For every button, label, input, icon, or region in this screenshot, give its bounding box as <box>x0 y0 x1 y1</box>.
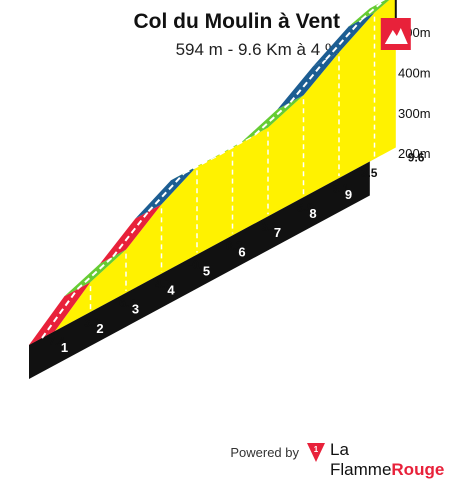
summit-flag-group <box>380 0 411 50</box>
altitude-tick-label: 200m <box>398 146 431 161</box>
km-tick-label: 1 <box>61 340 68 355</box>
brand-prefix: La Flamme <box>330 440 392 479</box>
gradient-segment <box>313 12 375 67</box>
base-band-top <box>29 147 396 345</box>
gradient-ribbon-group <box>29 0 390 345</box>
gradient-segment <box>277 52 339 110</box>
svg-text:1: 1 <box>314 445 319 454</box>
ribbon-centerline <box>325 19 363 61</box>
gradient-label: 5.1 <box>332 182 349 196</box>
elevation-profile-chart: 7.4 3.3 6.5 4.7 -0.1 0.2 3.3 5.9 5.1 3.5 1 2 3 4 5 6 7 8 9… <box>29 0 431 379</box>
profile-title: Col du Moulin à Vent <box>133 10 341 33</box>
gradient-label: -0.1 <box>188 258 209 272</box>
powered-by-text: Powered by <box>230 445 299 460</box>
base-band <box>29 161 370 379</box>
area-group <box>55 0 396 331</box>
ribbon-centerline <box>360 0 384 21</box>
km-tick-label: 7 <box>274 225 281 240</box>
gradient-label: 6.5 <box>119 296 136 310</box>
elevation-area <box>55 0 396 331</box>
label-group: 7.4 3.3 6.5 4.7 -0.1 0.2 3.3 5.9 5.1 3.5 1 2 3 4 5 6 7 8 9… <box>48 25 430 355</box>
gradient-label: 0.2 <box>226 239 243 253</box>
km-tick-label: 8 <box>309 206 316 221</box>
gradient-label: 3.3 <box>84 315 101 329</box>
km-dash-group <box>89 16 376 310</box>
footer: Powered by 1 La FlammeRouge <box>0 436 455 479</box>
ribbon-centerline <box>254 101 292 136</box>
summit-flag <box>380 18 411 50</box>
base-band-group <box>29 147 396 379</box>
gradient-segment <box>135 166 197 219</box>
km-tick-label: 3 <box>132 302 139 317</box>
gradient-segment <box>348 0 390 27</box>
gradient-label: 4.7 <box>155 277 172 291</box>
km-tick-label: 5 <box>203 263 210 278</box>
brand-suffix: Rouge <box>391 460 445 479</box>
ribbon-centerline <box>219 133 256 156</box>
gradient-label: 7.4 <box>48 334 65 348</box>
km-tick-label: 4 <box>167 283 175 298</box>
ribbon-centerline <box>147 172 185 213</box>
altitude-tick-label: 300m <box>398 106 431 121</box>
gradient-segment <box>100 204 162 264</box>
gradient-label: 3.3 <box>261 220 278 234</box>
ribbon-centerline <box>41 288 79 339</box>
mountain-icon <box>384 28 408 44</box>
altitude-tick-label: 400m <box>398 66 431 81</box>
km-tick-label: 2 <box>96 321 103 336</box>
gradient-label: 5.9 <box>297 201 314 215</box>
km-tick-label: 9 <box>345 187 352 202</box>
profile-subtitle: 594 m - 9.6 Km à 4 % <box>175 40 340 59</box>
gradient-label: 3.5 <box>361 166 378 180</box>
km-tick-label: 6 <box>238 244 245 259</box>
brand-name: La FlammeRouge <box>330 440 455 480</box>
end-distance-label: 9.6 <box>408 150 425 164</box>
ribbon-centerline <box>76 255 114 290</box>
flamme-rouge-logo-icon: 1 <box>307 443 325 462</box>
